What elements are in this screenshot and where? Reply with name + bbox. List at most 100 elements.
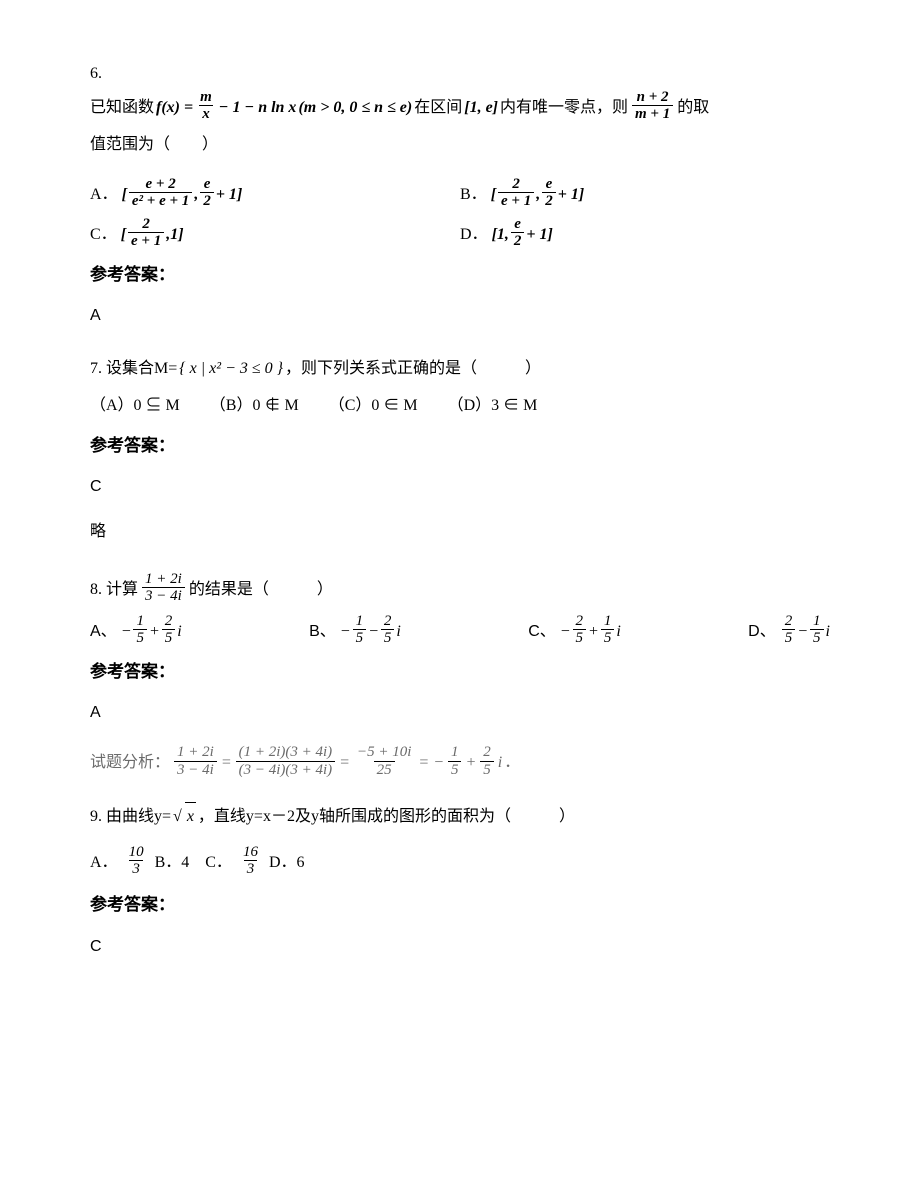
q9-pre: 9. 由曲线y= [90, 803, 171, 832]
q9-Afrac: 10 3 [126, 844, 147, 878]
q8-sf2: (1 + 2i)(3 + 4i) (3 − 4i)(3 + 4i) [236, 744, 338, 778]
q6-D-lb1: 1, [497, 221, 509, 250]
q6-A-rb: ] [237, 181, 242, 210]
q6-B-rb: ] [579, 181, 584, 210]
q6-D-label: D． [460, 221, 488, 250]
q6-C-rb: ] [178, 221, 183, 250]
q6-B-ubfrac: e 2 [542, 176, 556, 210]
q7-opts: （A）0 ⊆ M （B）0 ∉ M （C）0 ∈ M （D）3 ∈ M [90, 392, 830, 421]
question-9: 9. 由曲线y= √x ，直线y=x－2及y轴所围成的图形的面积为（ ） A． … [90, 802, 830, 961]
q8-sf1d: 3 − 4i [174, 761, 217, 779]
q6-B-lbn: 2 [509, 176, 523, 193]
q8-C-lab: C、 [528, 618, 556, 647]
q9-C-lab: C． [205, 849, 232, 878]
q7-post: ，则下列关系式正确的是（ ） [285, 355, 541, 384]
q6-fx: f(x) = [156, 94, 193, 123]
q7-pre: 7. 设集合M= [90, 355, 177, 384]
q8-sf3: −5 + 10i 25 [354, 744, 416, 778]
question-6: 6. 已知函数 f(x) = m x − 1 − n ln x (m > 0, … [90, 60, 830, 331]
q7-A: （A）0 ⊆ M [90, 392, 180, 421]
q8-A-lab: A、 [90, 618, 117, 647]
q8-D-m: − [797, 618, 808, 647]
q6-A-lbn: e + 2 [142, 176, 178, 193]
q6-D-ubfrac: e 2 [511, 216, 525, 250]
q6-tf-den: m + 1 [632, 105, 673, 123]
q8-B-f2: 2 5 [381, 613, 395, 647]
q8-sr-i: i [498, 749, 502, 778]
q6-ans: A [90, 302, 830, 331]
q8-B-i: i [396, 618, 400, 647]
q9-ans-header: 参考答案： [90, 890, 830, 921]
q6-optC: C． [ 2 e + 1 , 1 ] [90, 216, 460, 250]
q8-frac: 1 + 2i 3 − 4i [142, 571, 187, 605]
q8-B2n: 2 [381, 613, 395, 630]
q6-C-lbn: 2 [139, 216, 153, 233]
q9-line: 9. 由曲线y= √x ，直线y=x－2及y轴所围成的图形的面积为（ ） [90, 802, 830, 832]
q8-C1n: 2 [573, 613, 587, 630]
q8-sf3d: 25 [374, 761, 395, 779]
q6-A-lbd: e² + e + 1 [129, 192, 192, 210]
q9-A-lab: A． [90, 849, 118, 878]
q7-B: （B）0 ∉ M [210, 392, 299, 421]
q6-mid1: 在区间 [414, 94, 462, 123]
q8-A1d: 5 [133, 629, 147, 647]
q8-sf3n: −5 + 10i [354, 744, 414, 761]
q8-D2n: 1 [810, 613, 824, 630]
q6-D-p: + 1 [526, 221, 547, 250]
q6-C-label: C． [90, 221, 117, 250]
q6-D-ubd: 2 [511, 232, 525, 250]
q9-Cn: 16 [240, 844, 261, 861]
q9-sqrt: x [185, 802, 196, 832]
q8-sr1: 1 5 [448, 744, 464, 778]
q8-sr2n: 2 [480, 744, 494, 761]
q8-D: D、 2 5 − 1 5 i [748, 613, 830, 647]
q9-Cd: 3 [244, 860, 258, 878]
q9-Cfrac: 16 3 [240, 844, 261, 878]
q8-eq2: = [339, 749, 350, 778]
q8-C-f2: 1 5 [601, 613, 615, 647]
q6-den-x: x [199, 105, 213, 123]
q6-A-ubn: e [201, 176, 214, 193]
q6-ans-header: 参考答案： [90, 260, 830, 291]
q6-line1: 已知函数 f(x) = m x − 1 − n ln x (m > 0, 0 ≤… [90, 89, 830, 123]
q6-A-label: A． [90, 181, 118, 210]
q8-A-neg: − [121, 618, 132, 647]
q7-line: 7. 设集合M= { x | x² − 3 ≤ 0 } ，则下列关系式正确的是（… [90, 355, 830, 384]
q6-A-ubd: 2 [200, 192, 214, 210]
q6-num-m: m [197, 89, 215, 106]
q8-B-lab: B、 [309, 618, 336, 647]
q6-A-lbfrac: e + 2 e² + e + 1 [129, 176, 192, 210]
q9-mid: ，直线y=x－2及y轴所围成的图形的面积为（ ） [198, 803, 575, 832]
q6-A-c: , [194, 181, 198, 210]
q6-cond: (m > 0, 0 ≤ n ≤ e) [298, 94, 412, 123]
q8-sf1: 1 + 2i 3 − 4i [174, 744, 219, 778]
q7-set: { x | x² − 3 ≤ 0 } [179, 355, 283, 384]
q6-fxmid: − 1 − n ln x [219, 94, 297, 123]
q8-D-f2: 1 5 [810, 613, 824, 647]
q7-ans-header: 参考答案： [90, 431, 830, 462]
q8-C-f1: 2 5 [573, 613, 587, 647]
q8-D-f1: 2 5 [782, 613, 796, 647]
q8-sr1d: 5 [448, 761, 462, 779]
q6-opts-row2: C． [ 2 e + 1 , 1 ] D． [ 1, e 2 + 1 ] [90, 216, 830, 250]
q8-B2d: 5 [381, 629, 395, 647]
q8-line: 8. 计算 1 + 2i 3 − 4i 的结果是（ ） [90, 571, 830, 605]
q8-B-f1: 1 5 [353, 613, 367, 647]
q6-A-lb: [ [122, 181, 127, 210]
q9-D: D．6 [269, 849, 305, 878]
q6-interval: [1, e] [464, 94, 498, 123]
q8-sol-pre: 试题分析： [90, 749, 170, 778]
q8-B: B、 − 1 5 − 2 5 i [309, 613, 401, 647]
q9-opts: A． 10 3 B．4 C． 16 3 D．6 [90, 844, 830, 878]
q6-mid2: 内有唯一零点，则 [500, 94, 628, 123]
q7-C: （C）0 ∈ M [329, 392, 418, 421]
q8-D-lab: D、 [748, 618, 776, 647]
q8-C-neg: − [560, 618, 571, 647]
q9-Ad: 3 [129, 860, 143, 878]
q8-A-f1: 1 5 [133, 613, 147, 647]
q6-C-lbd: e + 1 [128, 232, 164, 250]
q8-A-plus: + [149, 618, 160, 647]
q8-sr-p: + [465, 749, 476, 778]
q6-number: 6. [90, 60, 830, 89]
q8-fd: 3 − 4i [142, 587, 185, 605]
